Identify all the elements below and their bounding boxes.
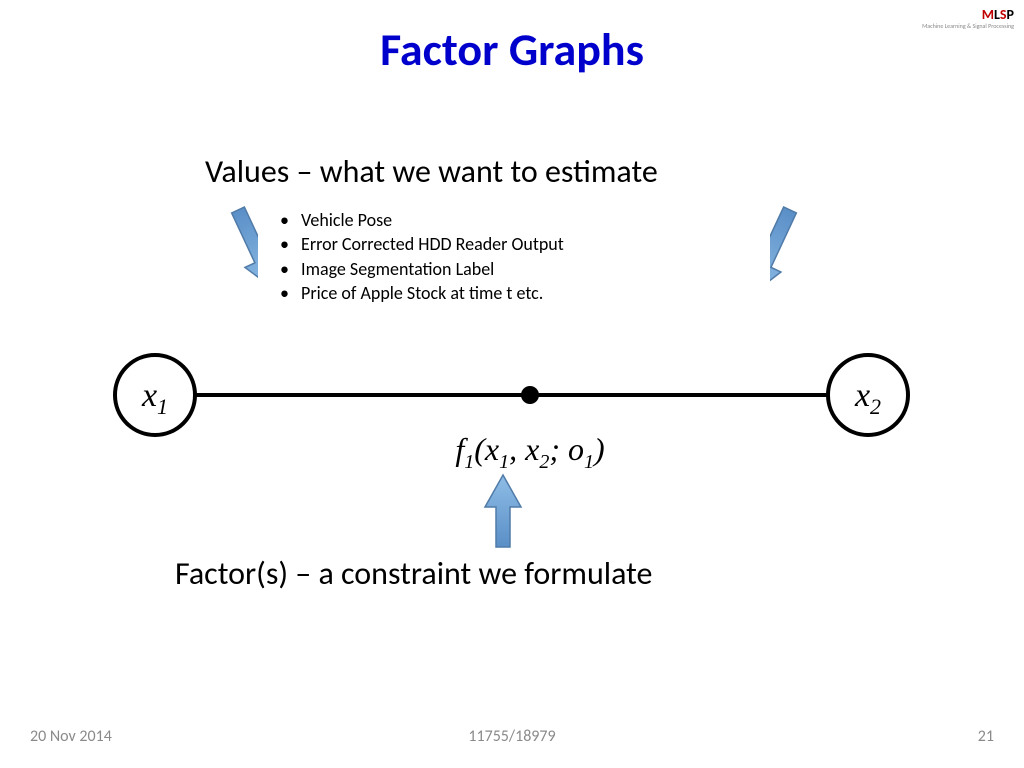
logo: MLSP (982, 6, 1014, 23)
factors-heading: Factor(s) – a constraint we formulate (175, 554, 652, 593)
arrow-to-x2-icon (770, 200, 860, 330)
footer-page: 21 (978, 727, 994, 746)
list-item: Image Segmentation Label (280, 257, 564, 281)
slide-title: Factor Graphs (0, 22, 1024, 78)
footer-course: 11755/18979 (0, 727, 1024, 746)
values-bullet-list: Vehicle Pose Error Corrected HDD Reader … (280, 208, 564, 305)
arrow-to-x1-icon (188, 200, 258, 310)
svg-text:f1(x1, x2; o1): f1(x1, x2; o1) (455, 431, 604, 473)
list-item: Error Corrected HDD Reader Output (280, 232, 564, 256)
list-item: Price of Apple Stock at time t etc. (280, 281, 564, 305)
arrow-to-factor-icon (478, 472, 528, 552)
list-item: Vehicle Pose (280, 208, 564, 232)
values-heading: Values – what we want to estimate (205, 152, 658, 191)
